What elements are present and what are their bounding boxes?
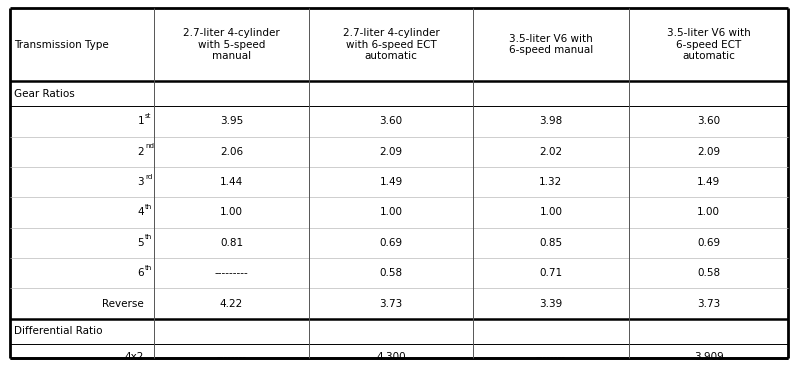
Text: 1.00: 1.00 [220, 208, 243, 217]
Text: 2.06: 2.06 [220, 147, 243, 157]
Text: th: th [145, 265, 152, 271]
Text: th: th [145, 234, 152, 240]
Text: 1.44: 1.44 [220, 177, 243, 187]
Text: 1.49: 1.49 [697, 177, 721, 187]
Text: Reverse: Reverse [102, 299, 144, 309]
Text: ---------: --------- [215, 268, 248, 278]
Text: --------: -------- [216, 352, 247, 362]
Text: 0.81: 0.81 [220, 238, 243, 248]
Text: 2.7-liter 4-cylinder
with 5-speed
manual: 2.7-liter 4-cylinder with 5-speed manual [184, 28, 280, 61]
Text: 5: 5 [137, 238, 144, 248]
Text: Transmission Type: Transmission Type [14, 40, 109, 50]
Text: rd: rd [145, 173, 152, 180]
Text: 3.5-liter V6 with
6-speed ECT
automatic: 3.5-liter V6 with 6-speed ECT automatic [666, 28, 750, 61]
Text: 2: 2 [137, 147, 144, 157]
Text: 2.09: 2.09 [697, 147, 720, 157]
Text: 3.98: 3.98 [539, 116, 563, 126]
Text: th: th [145, 204, 152, 210]
Text: Differential Ratio: Differential Ratio [14, 326, 103, 336]
Text: 6: 6 [137, 268, 144, 278]
Text: --------: -------- [536, 352, 566, 362]
Text: 1.00: 1.00 [539, 208, 563, 217]
Text: 3.73: 3.73 [380, 299, 403, 309]
Text: 0.85: 0.85 [539, 238, 563, 248]
Text: 4.300: 4.300 [377, 352, 406, 362]
Text: 3.60: 3.60 [697, 116, 720, 126]
Text: nd: nd [145, 143, 154, 149]
Text: 2.7-liter 4-cylinder
with 6-speed ECT
automatic: 2.7-liter 4-cylinder with 6-speed ECT au… [343, 28, 440, 61]
Text: 3.60: 3.60 [380, 116, 403, 126]
Text: 1.00: 1.00 [697, 208, 720, 217]
Text: st: st [145, 113, 152, 119]
Text: Gear Ratios: Gear Ratios [14, 89, 75, 99]
Text: 3.73: 3.73 [697, 299, 721, 309]
Text: 0.71: 0.71 [539, 268, 563, 278]
Text: 4x2: 4x2 [124, 352, 144, 362]
Text: 3.95: 3.95 [220, 116, 243, 126]
Text: 3.909: 3.909 [693, 352, 724, 362]
Text: 1: 1 [137, 116, 144, 126]
Text: 2.09: 2.09 [380, 147, 403, 157]
Text: 0.58: 0.58 [380, 268, 403, 278]
Text: 0.69: 0.69 [380, 238, 403, 248]
Text: 3.39: 3.39 [539, 299, 563, 309]
Text: 0.69: 0.69 [697, 238, 720, 248]
Text: 1.49: 1.49 [380, 177, 403, 187]
Text: 1.00: 1.00 [380, 208, 403, 217]
Text: 4: 4 [137, 208, 144, 217]
Text: 1.32: 1.32 [539, 177, 563, 187]
Text: 4.22: 4.22 [220, 299, 243, 309]
Text: 3.5-liter V6 with
6-speed manual: 3.5-liter V6 with 6-speed manual [509, 34, 593, 56]
Text: 0.58: 0.58 [697, 268, 720, 278]
Text: 2.02: 2.02 [539, 147, 563, 157]
Text: 3: 3 [137, 177, 144, 187]
